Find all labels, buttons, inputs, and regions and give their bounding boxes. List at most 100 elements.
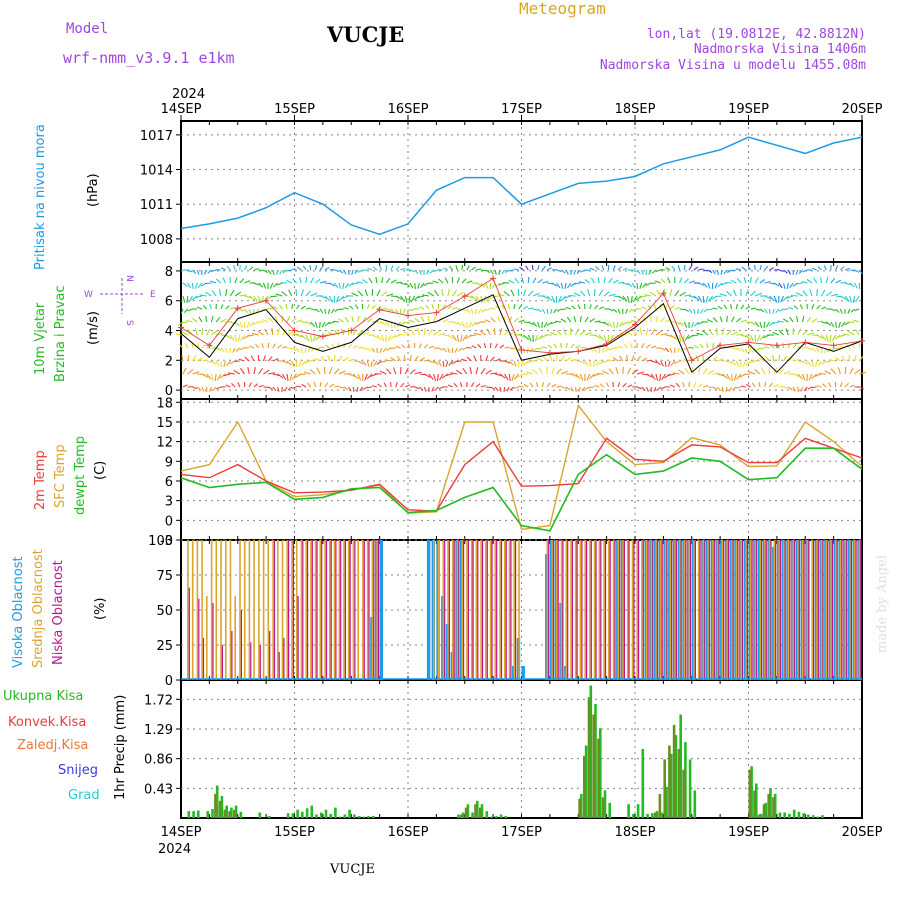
cloud-bar bbox=[196, 540, 199, 680]
wind-barb bbox=[428, 328, 433, 336]
cloud-bar bbox=[827, 540, 829, 680]
wind-barb bbox=[575, 373, 581, 380]
wind-barb bbox=[565, 306, 571, 310]
wind-barb bbox=[698, 282, 705, 286]
wind-barb bbox=[466, 265, 470, 271]
cloud-bar bbox=[286, 540, 288, 680]
cloud-bar bbox=[442, 540, 445, 680]
wind-barb bbox=[376, 360, 382, 365]
wind-barb bbox=[333, 329, 340, 336]
wind-barb bbox=[452, 306, 458, 310]
cloud-bar bbox=[609, 540, 611, 680]
wind-barb bbox=[409, 329, 416, 336]
cloud-bar bbox=[470, 540, 473, 680]
wind-barb bbox=[233, 360, 240, 363]
cloud-bar bbox=[779, 540, 782, 680]
precip-bar bbox=[338, 816, 342, 818]
cloud-bar bbox=[853, 540, 856, 680]
wind-barb bbox=[761, 367, 766, 375]
wind-barb bbox=[226, 265, 231, 271]
wind-unit: (m/s) bbox=[86, 311, 101, 345]
wind-barb bbox=[473, 355, 477, 362]
wind-barb bbox=[740, 334, 748, 338]
wind-barb bbox=[650, 345, 657, 349]
cloud-bar bbox=[281, 540, 284, 680]
wind-barb bbox=[758, 381, 761, 388]
wind-barb bbox=[408, 295, 411, 303]
wind-barb bbox=[239, 264, 241, 271]
wind-barb bbox=[609, 334, 614, 342]
wind-barb bbox=[556, 308, 562, 312]
precip-bar bbox=[233, 809, 236, 818]
pressure-label: Pritisak na nivou mora bbox=[33, 124, 48, 270]
wind-barb bbox=[225, 305, 230, 310]
wind-gust-marker bbox=[717, 342, 724, 349]
wind-barb bbox=[438, 332, 446, 336]
wind-barb bbox=[201, 373, 209, 378]
wind-barb bbox=[362, 316, 367, 323]
wind-barb bbox=[215, 347, 221, 351]
wind-barb bbox=[471, 321, 477, 327]
cloud-bar bbox=[518, 540, 520, 680]
cloud-bar bbox=[297, 596, 299, 680]
wind-barb bbox=[664, 347, 670, 353]
wind-barb bbox=[390, 265, 394, 271]
wind-barb bbox=[518, 319, 525, 323]
cloud-bar bbox=[486, 540, 488, 680]
wind-barb bbox=[532, 292, 540, 297]
cloud-bar bbox=[835, 540, 837, 680]
precip-bar bbox=[693, 790, 697, 818]
wind-barb bbox=[703, 269, 709, 272]
wind-barb bbox=[239, 294, 247, 297]
wind-barb bbox=[421, 294, 430, 297]
wind-barb bbox=[688, 308, 693, 314]
wind-barb bbox=[560, 342, 562, 349]
wind-gust-marker bbox=[745, 339, 752, 346]
cloud-bar bbox=[679, 540, 681, 680]
wind-barb bbox=[821, 334, 827, 341]
wind-barb bbox=[783, 370, 791, 375]
wind-barb bbox=[296, 304, 300, 310]
wind-barb bbox=[357, 290, 364, 297]
wind-barb bbox=[788, 386, 793, 391]
wind-barb bbox=[351, 282, 359, 285]
precip-label-conv: Konvek.Kisa bbox=[8, 715, 86, 730]
cloud-bar bbox=[756, 540, 758, 680]
wind-barb bbox=[646, 344, 651, 349]
cloud-bar bbox=[614, 540, 616, 680]
cloud-bar bbox=[371, 540, 374, 680]
wind-barb bbox=[231, 383, 236, 388]
wind-barb bbox=[251, 332, 259, 336]
wind-barb bbox=[445, 360, 449, 367]
wind-barb bbox=[447, 384, 453, 388]
wind-barb bbox=[570, 386, 574, 392]
cloud-bar bbox=[708, 540, 711, 680]
wind-barb bbox=[811, 318, 818, 323]
precip-bar bbox=[589, 685, 593, 818]
wind-barb bbox=[329, 367, 333, 375]
wind-barb bbox=[571, 305, 576, 310]
precip-bar bbox=[218, 800, 222, 819]
cloud-bar bbox=[508, 540, 511, 680]
wind-barb bbox=[276, 282, 283, 286]
wind-barb bbox=[307, 382, 312, 388]
wind-barb bbox=[333, 282, 339, 289]
wind-barb bbox=[286, 269, 292, 272]
wind-barb bbox=[334, 269, 340, 272]
wind-barb bbox=[392, 367, 397, 375]
wind-barb bbox=[797, 328, 802, 336]
cloud-bar bbox=[352, 540, 355, 680]
wind-barb bbox=[730, 303, 733, 310]
cloud-bar bbox=[444, 540, 446, 680]
precip-bar bbox=[197, 810, 200, 818]
wind-barb bbox=[830, 368, 837, 375]
date-label-top: 17SEP bbox=[501, 102, 542, 117]
wind-barb bbox=[466, 308, 471, 314]
wind-barb bbox=[291, 386, 297, 389]
wind-barb bbox=[665, 267, 671, 271]
wind-barb bbox=[731, 373, 733, 382]
wind-barb bbox=[338, 269, 344, 274]
cloud-bar bbox=[718, 540, 720, 680]
wind-barb bbox=[655, 269, 661, 273]
cloud-unit: (%) bbox=[93, 598, 108, 621]
